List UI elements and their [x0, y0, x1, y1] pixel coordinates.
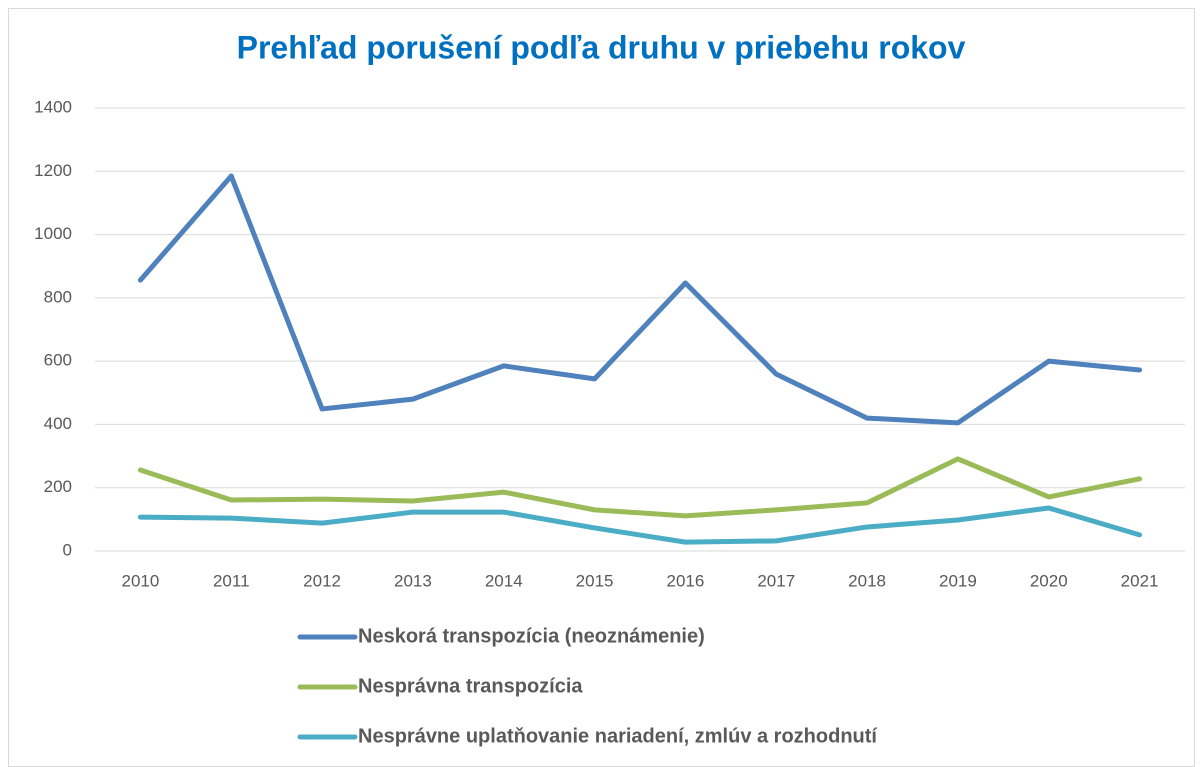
x-tick-label: 2010: [122, 571, 160, 590]
x-tick-label: 2018: [848, 571, 886, 590]
x-tick-label: 2013: [394, 571, 432, 590]
x-tick-label: 2020: [1030, 571, 1068, 590]
y-tick-label: 0: [63, 540, 72, 559]
series-line: [137, 505, 1143, 545]
x-tick-label: 2015: [576, 571, 614, 590]
legend-label: Neskorá transpozícia (neoznámenie): [358, 625, 705, 647]
y-tick-label: 200: [44, 477, 72, 496]
y-tick-label: 1400: [34, 97, 72, 116]
series-line: [137, 456, 1143, 519]
legend-label: Nesprávne uplatňovanie nariadení, zmlúv …: [358, 725, 878, 747]
y-tick-label: 1200: [34, 161, 72, 180]
y-tick-label: 800: [44, 287, 72, 306]
series-line: [137, 173, 1143, 426]
y-tick-label: 600: [44, 351, 72, 370]
x-tick-label: 2014: [485, 571, 523, 590]
legend-label: Nesprávna transpozícia: [358, 675, 583, 697]
chart-title: Prehľad porušení podľa druhu v priebehu …: [237, 29, 966, 65]
x-tick-label: 2021: [1121, 571, 1159, 590]
y-tick-label: 1000: [34, 224, 72, 243]
chart-frame: [8, 8, 1195, 767]
x-tick-label: 2019: [939, 571, 977, 590]
x-tick-label: 2017: [757, 571, 795, 590]
y-tick-label: 400: [44, 414, 72, 433]
x-tick-label: 2011: [213, 571, 250, 590]
x-tick-label: 2016: [667, 571, 705, 590]
x-tick-label: 2012: [303, 571, 341, 590]
